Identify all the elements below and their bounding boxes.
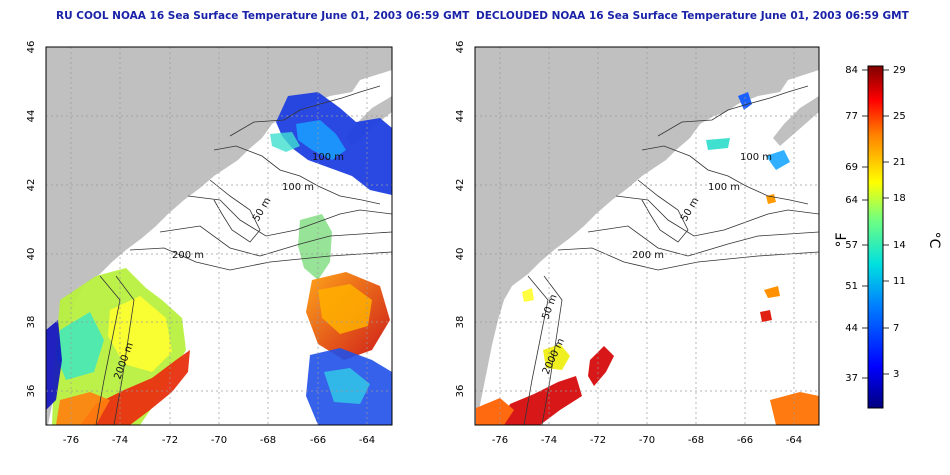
sst-cool-patch (296, 120, 346, 160)
colorbar-gradient (867, 65, 884, 409)
contour-label: 100 m (740, 152, 772, 163)
celsius-ticks: 29 25 21 18 14 11 7 3 (893, 65, 906, 380)
left-panel-title: RU COOL NOAA 16 Sea Surface Temperature … (56, 10, 470, 22)
sst-yellow-patch (543, 344, 570, 370)
lon-tick-label: -72 (162, 435, 178, 446)
sst-cyan-patch (324, 368, 370, 404)
contour-label: 100 m (282, 182, 314, 193)
land-mass (46, 47, 392, 425)
sst-deep-blue (46, 320, 62, 410)
lat-tick-label: 46 (455, 41, 466, 54)
contour-label: 100 m (312, 152, 344, 163)
sst-gulfstream (476, 398, 514, 425)
lon-tick-label: -72 (590, 435, 606, 446)
bathymetry-contours (523, 85, 819, 425)
celsius-unit-label: °C (926, 232, 942, 249)
fahrenheit-tick-label: 37 (845, 373, 858, 384)
fahrenheit-tick-label: 44 (845, 323, 858, 334)
lat-tick-label: 42 (26, 179, 37, 192)
lon-tick-label: -64 (786, 435, 802, 446)
lon-tick-label: -70 (639, 435, 655, 446)
lat-tick-label: 40 (455, 248, 466, 261)
right-map: 100 m 100 m 50 m 200 m 50 m 2000 m -76 -… (455, 41, 820, 446)
left-map-frame (45, 46, 393, 426)
fahrenheit-ticks: 84 77 69 64 57 51 44 37 (845, 65, 858, 384)
lon-tick-label: -74 (541, 435, 557, 446)
right-map-frame (474, 46, 820, 426)
sst-gulfstream (500, 376, 582, 425)
sst-gulfstream (588, 346, 614, 386)
lon-tick-label: -66 (737, 435, 753, 446)
right-lon-ticks: -76 -74 -72 -70 -68 -66 -64 (492, 435, 802, 446)
sst-warm-patch (770, 392, 819, 425)
sst-cyan-patch (706, 138, 730, 150)
lat-tick-label: 44 (455, 110, 466, 123)
sst-gulfstream (80, 350, 190, 425)
sst-warm-patch (766, 194, 776, 204)
sst-yellow-patch (522, 288, 534, 302)
sst-yellow-patch (108, 296, 172, 372)
fahrenheit-tick-label: 84 (845, 65, 858, 76)
lon-tick-label: -70 (211, 435, 227, 446)
land-mass (475, 47, 819, 425)
lat-tick-label: 38 (455, 316, 466, 329)
sst-warm-patch (318, 284, 372, 334)
sst-cool-patch (738, 92, 752, 110)
lat-tick-label: 42 (455, 179, 466, 192)
lon-tick-label: -64 (359, 435, 375, 446)
left-gridlines (46, 47, 392, 425)
celsius-tick-label: 25 (893, 111, 906, 122)
celsius-tick-label: 7 (893, 323, 899, 334)
fahrenheit-tick-label: 51 (845, 281, 858, 292)
left-lat-ticks: 36 38 40 42 44 46 (26, 41, 37, 398)
lat-tick-label: 46 (26, 41, 37, 54)
left-map: 100 m 100 m 50 m 200 m 2000 m -76 -74 -7… (26, 41, 393, 446)
sst-cyan-patch (270, 132, 300, 152)
contour-label: 200 m (172, 250, 204, 261)
lon-tick-label: -76 (63, 435, 79, 446)
lon-tick-label: -74 (112, 435, 128, 446)
lon-tick-label: -66 (310, 435, 326, 446)
fahrenheit-tick-label: 57 (845, 240, 858, 251)
colorbar: 84 77 69 64 57 51 44 37 29 25 21 18 14 1… (834, 65, 942, 409)
celsius-tick-label: 3 (893, 369, 899, 380)
right-lat-ticks: 36 38 40 42 44 46 (455, 41, 466, 398)
bathymetry-contours (95, 85, 392, 425)
celsius-tick-label: 21 (893, 157, 906, 168)
celsius-tick-label: 29 (893, 65, 906, 76)
sst-cyan-patch (56, 312, 104, 380)
colorbar-ticks (862, 69, 889, 379)
lon-tick-label: -76 (492, 435, 508, 446)
contour-label: 200 m (632, 250, 664, 261)
lat-tick-label: 36 (26, 385, 37, 398)
fahrenheit-tick-label: 64 (845, 195, 858, 206)
fahrenheit-tick-label: 69 (845, 162, 858, 173)
sst-warm-patch (760, 310, 772, 322)
nova-scotia-land (773, 96, 819, 146)
celsius-tick-label: 11 (893, 276, 906, 287)
lon-tick-label: -68 (688, 435, 704, 446)
sst-mixed-patch (298, 214, 332, 280)
right-gridlines (475, 47, 819, 425)
celsius-tick-label: 14 (893, 240, 906, 251)
sst-gulfstream (56, 392, 110, 425)
contour-label: 100 m (708, 182, 740, 193)
sst-warm-patch (764, 286, 780, 298)
fahrenheit-tick-label: 77 (845, 111, 858, 122)
right-panel-title: DECLOUDED NOAA 16 Sea Surface Temperatur… (476, 10, 909, 22)
lon-tick-label: -68 (260, 435, 276, 446)
celsius-tick-label: 18 (893, 193, 906, 204)
left-lon-ticks: -76 -74 -72 -70 -68 -66 -64 (63, 435, 375, 446)
fahrenheit-unit-label: °F (834, 232, 850, 247)
lat-tick-label: 38 (26, 316, 37, 329)
sst-cool-patch (766, 150, 790, 170)
lat-tick-label: 44 (26, 110, 37, 123)
lat-tick-label: 36 (455, 385, 466, 398)
lat-tick-label: 40 (26, 248, 37, 261)
